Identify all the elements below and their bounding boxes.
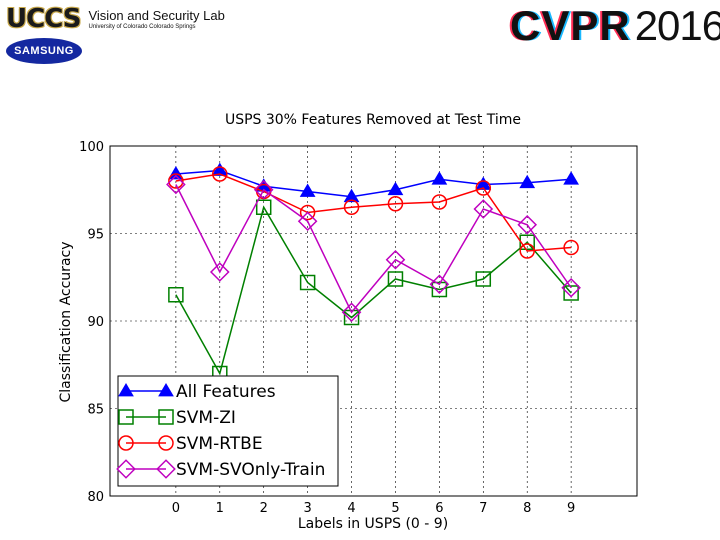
- legend-marker: [118, 435, 134, 451]
- data-point: [299, 183, 316, 197]
- data-point: [563, 239, 579, 256]
- data-point: [563, 171, 579, 185]
- legend-marker: [118, 383, 134, 397]
- legend-marker: [158, 435, 174, 451]
- data-point: [519, 243, 535, 259]
- y-tick-label: 90: [87, 315, 104, 330]
- data-point: [431, 194, 448, 210]
- data-point: [563, 285, 579, 301]
- data-point: [299, 274, 316, 291]
- series-line: [175, 169, 572, 198]
- y-tick-label: 85: [87, 403, 104, 418]
- data-point: [168, 166, 184, 180]
- data-point: [387, 196, 404, 212]
- series-all-features: [168, 162, 579, 203]
- legend-label: SVM-ZI: [176, 408, 236, 428]
- uccs-logo-mark: UCCS: [6, 4, 81, 34]
- series-svm-svonly-train: [166, 174, 581, 323]
- data-point: [387, 181, 404, 196]
- x-axis-label: Labels in USPS (0 - 9): [298, 516, 448, 532]
- legend-entry: All Features: [118, 382, 276, 402]
- data-point: [561, 277, 581, 298]
- data-point: [519, 174, 536, 189]
- series-svm-rtbe: [168, 166, 579, 259]
- chart-title: USPS 30% Features Removed at Test Time: [225, 112, 521, 128]
- legend-box: [117, 375, 339, 487]
- x-tick-label: 4: [347, 501, 355, 516]
- legend-entry: SVM-RTBE: [118, 434, 263, 454]
- series-line: [175, 205, 572, 376]
- samsung-logo: SAMSUNG: [6, 38, 82, 64]
- data-point: [211, 162, 228, 176]
- data-point: [343, 188, 360, 203]
- legend-label: SVM-SVOnly-Train: [176, 460, 325, 480]
- series-line: [175, 184, 572, 314]
- x-tick-label: 8: [523, 501, 531, 516]
- data-point: [166, 174, 186, 195]
- lab-title: Vision and Security Lab University of Co…: [88, 9, 224, 30]
- y-tick-label: 80: [87, 490, 104, 505]
- data-point: [517, 214, 538, 235]
- data-point: [168, 287, 184, 303]
- data-point: [475, 271, 492, 287]
- data-point: [475, 180, 492, 196]
- legend-marker: [118, 409, 134, 425]
- legend-marker: [116, 459, 136, 479]
- data-point: [343, 199, 360, 215]
- data-point: [209, 262, 230, 282]
- cvpr-logo-text: CVPR: [510, 2, 631, 49]
- x-tick-label: 3: [303, 501, 311, 516]
- data-point: [429, 274, 450, 295]
- data-point: [343, 309, 360, 326]
- legend-marker: [156, 459, 176, 479]
- legend-entry: SVM-SVOnly-Train: [116, 459, 325, 480]
- cvpr-logo: CVPR 2016: [510, 2, 720, 50]
- x-tick-label: 9: [567, 501, 575, 516]
- legend-label: SVM-RTBE: [176, 434, 263, 454]
- lab-name: Vision and Security Lab: [88, 7, 225, 23]
- legend-entry: SVM-ZI: [118, 408, 236, 428]
- series-line: [175, 173, 572, 252]
- cvpr-logo-year: 2016: [634, 2, 720, 49]
- y-tick-label: 100: [79, 140, 104, 155]
- legend-marker: [158, 383, 174, 397]
- series-lines: [166, 162, 581, 382]
- data-point: [168, 173, 184, 189]
- x-tick-label: 1: [216, 501, 224, 516]
- plot-frame: [109, 145, 638, 497]
- data-point: [385, 249, 406, 270]
- uccs-logo: UCCS Vision and Security Lab University …: [6, 4, 225, 34]
- data-point: [297, 211, 318, 232]
- x-tick-label: 2: [260, 501, 268, 516]
- series-svm-zi: [168, 199, 579, 382]
- x-tick-label: 7: [479, 501, 487, 516]
- data-point: [431, 171, 448, 185]
- legend: All Features SVM-ZI SVM-RTBE SVM-SVOnly-Tra…: [116, 375, 339, 487]
- data-point: [299, 204, 316, 221]
- data-point: [473, 199, 494, 219]
- data-point: [255, 199, 272, 215]
- x-tick-label: 5: [391, 501, 399, 516]
- y-tick-label: 95: [87, 228, 104, 243]
- legend-marker: [158, 409, 174, 425]
- samsung-logo-text: SAMSUNG: [14, 45, 74, 57]
- axis-ticks: 80 85 90 95 100 0 1 2 3 4 5 6 7 8 9: [79, 140, 575, 516]
- data-point: [212, 166, 228, 182]
- data-point: [253, 179, 274, 200]
- lab-university: University of Colorado Colorado Springs: [88, 23, 196, 30]
- legend-label: All Features: [176, 382, 276, 402]
- data-point: [387, 271, 404, 287]
- data-point: [341, 302, 362, 323]
- x-tick-label: 6: [435, 501, 443, 516]
- data-point: [475, 176, 492, 190]
- y-axis-label: Classification Accuracy: [58, 242, 74, 403]
- data-point: [431, 281, 448, 298]
- x-tick-label: 0: [172, 501, 180, 516]
